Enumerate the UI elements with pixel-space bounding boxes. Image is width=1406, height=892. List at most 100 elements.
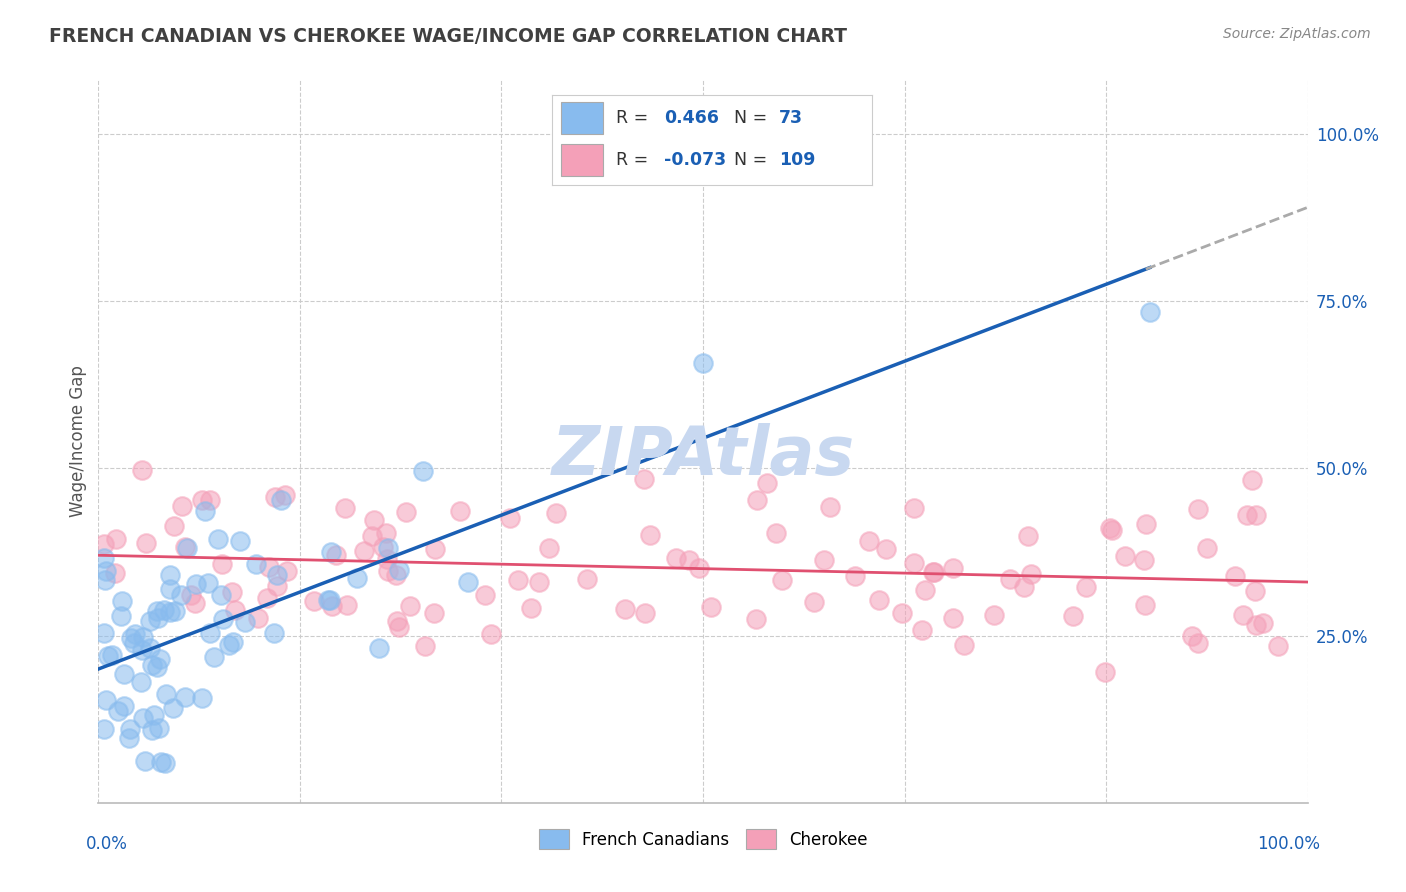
Point — [678, 553, 700, 567]
Point — [104, 566, 127, 580]
Point — [527, 575, 550, 590]
Point — [118, 731, 141, 745]
Point — [744, 612, 766, 626]
Point — [211, 557, 233, 571]
Point — [129, 674, 152, 689]
Point — [266, 567, 288, 582]
Point — [360, 529, 382, 543]
Point — [747, 493, 769, 508]
Point — [111, 594, 134, 608]
Point — [413, 639, 436, 653]
Point — [163, 518, 186, 533]
Point — [921, 565, 943, 579]
Text: ZIPAtlas: ZIPAtlas — [551, 423, 855, 489]
Point — [198, 626, 221, 640]
Legend: French Canadians, Cherokee: French Canadians, Cherokee — [531, 822, 875, 856]
Point — [633, 606, 655, 620]
Point — [903, 501, 925, 516]
Point — [270, 492, 292, 507]
Point — [141, 723, 163, 737]
Point — [256, 591, 278, 605]
Point — [508, 574, 530, 588]
Point — [423, 606, 446, 620]
Point — [953, 638, 976, 652]
Point — [412, 464, 434, 478]
Point — [756, 476, 779, 491]
Point — [537, 541, 560, 555]
Point — [1139, 305, 1161, 319]
Point — [118, 722, 141, 736]
Point — [546, 506, 568, 520]
Point — [263, 491, 285, 505]
Point — [479, 627, 502, 641]
Point — [221, 584, 243, 599]
Point — [132, 630, 155, 644]
Point — [818, 500, 841, 515]
Point — [141, 657, 163, 672]
Point — [174, 540, 197, 554]
Point — [1187, 501, 1209, 516]
Point — [148, 721, 170, 735]
Point — [93, 537, 115, 551]
Point — [276, 564, 298, 578]
Point — [184, 577, 207, 591]
Point — [159, 582, 181, 597]
Point — [1236, 508, 1258, 523]
Point — [520, 600, 543, 615]
Point — [124, 627, 146, 641]
Text: Source: ZipAtlas.com: Source: ZipAtlas.com — [1223, 27, 1371, 41]
Point — [353, 544, 375, 558]
Point — [218, 638, 240, 652]
Point — [1244, 508, 1267, 523]
Point — [375, 525, 398, 540]
Point — [875, 542, 897, 557]
Point — [316, 592, 339, 607]
Point — [233, 615, 256, 629]
Point — [858, 534, 880, 549]
Point — [94, 693, 117, 707]
Point — [93, 626, 115, 640]
Point — [159, 567, 181, 582]
Point — [191, 691, 214, 706]
Point — [263, 625, 285, 640]
Point — [143, 707, 166, 722]
Point — [1000, 572, 1022, 586]
Point — [145, 660, 167, 674]
Point — [665, 551, 688, 566]
Point — [700, 599, 723, 614]
Point — [165, 604, 187, 618]
Point — [112, 698, 135, 713]
Point — [94, 564, 117, 578]
Point — [377, 551, 399, 566]
Point — [131, 642, 153, 657]
Point — [159, 605, 181, 619]
Point — [104, 532, 127, 546]
Point — [198, 492, 221, 507]
Point — [914, 582, 936, 597]
Point — [247, 611, 270, 625]
Point — [1076, 580, 1098, 594]
Point — [170, 499, 193, 513]
Point — [1094, 665, 1116, 679]
Point — [101, 648, 124, 662]
Point — [983, 608, 1005, 623]
Point — [499, 510, 522, 524]
Point — [1187, 635, 1209, 649]
Point — [183, 597, 205, 611]
Point — [813, 553, 835, 567]
Point — [176, 541, 198, 555]
Point — [145, 604, 167, 618]
Point — [388, 619, 411, 633]
Point — [93, 722, 115, 736]
Point — [333, 501, 356, 516]
Point — [197, 576, 219, 591]
Point — [110, 609, 132, 624]
Point — [1232, 608, 1254, 623]
Point — [868, 593, 890, 607]
Point — [1181, 629, 1204, 643]
Point — [209, 588, 232, 602]
Point — [377, 541, 399, 555]
Point — [1251, 615, 1274, 630]
Point — [245, 558, 267, 572]
Point — [202, 650, 225, 665]
